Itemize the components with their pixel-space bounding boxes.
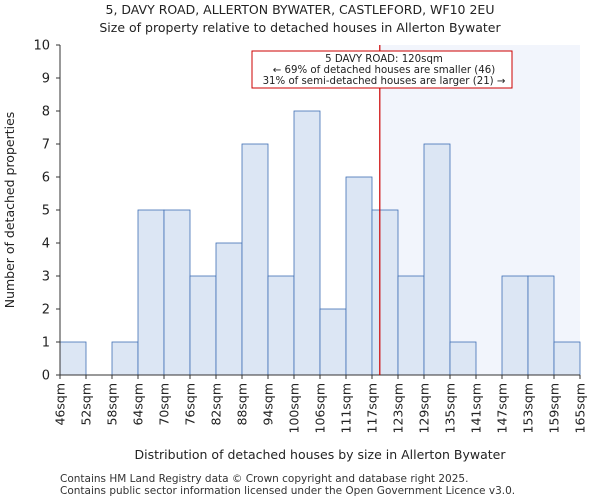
bar-111sqm <box>345 176 373 376</box>
y-tick-label: 9 <box>42 72 50 87</box>
bar-135sqm <box>449 341 477 376</box>
y-tick-label: 1 <box>42 336 50 351</box>
y-tick-label: 3 <box>42 270 50 285</box>
x-tick-label: 88sqm <box>235 383 250 426</box>
y-tick-label: 5 <box>42 204 50 219</box>
x-tick-label: 58sqm <box>105 383 120 426</box>
x-tick-label: 141sqm <box>469 383 484 433</box>
x-tick-label: 153sqm <box>521 383 536 433</box>
x-tick-label: 82sqm <box>209 383 224 426</box>
bar-82sqm <box>215 242 243 376</box>
bars-group <box>59 110 581 376</box>
bar-58sqm <box>111 341 139 376</box>
y-tick-label: 8 <box>42 105 50 120</box>
y-tick-label: 0 <box>42 369 50 384</box>
bar-147sqm <box>501 275 529 376</box>
bar-64sqm <box>137 209 165 376</box>
y-tick-label: 2 <box>42 303 50 318</box>
x-tick-label: 94sqm <box>261 383 276 426</box>
y-tick-label: 4 <box>42 237 50 252</box>
x-tick-label: 165sqm <box>573 383 588 433</box>
chart-subtitle: Size of property relative to detached ho… <box>99 20 501 35</box>
x-tick-label: 129sqm <box>417 383 432 433</box>
x-tick-label: 159sqm <box>547 383 562 433</box>
annotation-line-2: ← 69% of detached houses are smaller (46… <box>273 65 495 76</box>
bar-123sqm <box>397 275 425 376</box>
x-tick-label: 147sqm <box>495 383 510 433</box>
bar-100sqm <box>293 110 321 376</box>
chart-title: 5, DAVY ROAD, ALLERTON BYWATER, CASTLEFO… <box>105 2 495 17</box>
bar-88sqm <box>241 143 269 376</box>
y-tick-label: 10 <box>33 39 50 54</box>
y-ticks: 0 1 2 3 4 5 6 7 8 9 10 <box>33 39 60 384</box>
x-tick-label: 111sqm <box>339 383 354 433</box>
bar-153sqm <box>527 275 555 376</box>
bar-chart: 0 1 2 3 4 5 6 7 8 9 10 46sqm 52sqm 58sqm 64sqm 70sqm 76… <box>2 39 588 463</box>
annotation-line-1: 5 DAVY ROAD: 120sqm <box>325 54 443 65</box>
x-tick-label: 52sqm <box>79 383 94 426</box>
bar-106sqm <box>319 308 347 376</box>
x-ticks: 46sqm 52sqm 58sqm 64sqm 70sqm 76sqm 82sqm 88sqm… <box>53 375 588 433</box>
footer-line-2: Contains public sector information licen… <box>60 485 516 497</box>
bar-70sqm <box>163 209 191 376</box>
x-tick-label: 76sqm <box>183 383 198 426</box>
footer-line-1: Contains HM Land Registry data © Crown c… <box>60 473 469 485</box>
bar-129sqm <box>423 143 451 376</box>
x-axis-label: Distribution of detached houses by size … <box>135 447 507 462</box>
y-axis-label: Number of detached properties <box>2 112 17 309</box>
bar-159sqm <box>553 341 581 376</box>
y-tick-label: 6 <box>42 171 50 186</box>
annotation-box: 5 DAVY ROAD: 120sqm ← 69% of detached ho… <box>251 50 513 89</box>
annotation-frame <box>251 50 513 89</box>
x-tick-label: 70sqm <box>157 383 172 426</box>
x-tick-label: 117sqm <box>365 383 380 433</box>
x-tick-label: 100sqm <box>287 383 302 433</box>
bar-76sqm <box>189 275 217 376</box>
y-tick-label: 7 <box>42 138 50 153</box>
bar-46sqm <box>59 341 87 376</box>
x-tick-label: 123sqm <box>391 383 406 433</box>
bar-94sqm <box>267 275 295 376</box>
x-tick-label: 106sqm <box>313 383 328 433</box>
annotation-line-3: 31% of semi-detached houses are larger (… <box>263 76 506 87</box>
bar-117sqm <box>371 209 399 376</box>
x-tick-label: 135sqm <box>443 383 458 433</box>
x-tick-label: 46sqm <box>53 383 68 426</box>
x-tick-label: 64sqm <box>131 383 146 426</box>
